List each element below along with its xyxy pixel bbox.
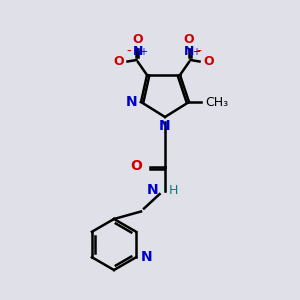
Text: +: + (192, 47, 200, 57)
Text: O: O (184, 33, 194, 46)
Text: O: O (130, 160, 142, 173)
Text: N: N (133, 46, 143, 59)
Text: +: + (139, 47, 147, 57)
Text: O: O (133, 33, 143, 46)
Text: N: N (141, 250, 152, 264)
Text: O: O (113, 55, 124, 68)
Text: N: N (159, 119, 171, 134)
Text: H: H (169, 184, 178, 197)
Text: -: - (196, 45, 201, 59)
Text: N: N (147, 184, 158, 197)
Text: N: N (184, 46, 194, 59)
Text: O: O (203, 55, 214, 68)
Text: N: N (126, 95, 137, 109)
Text: -: - (126, 45, 131, 59)
Text: CH₃: CH₃ (206, 95, 229, 109)
